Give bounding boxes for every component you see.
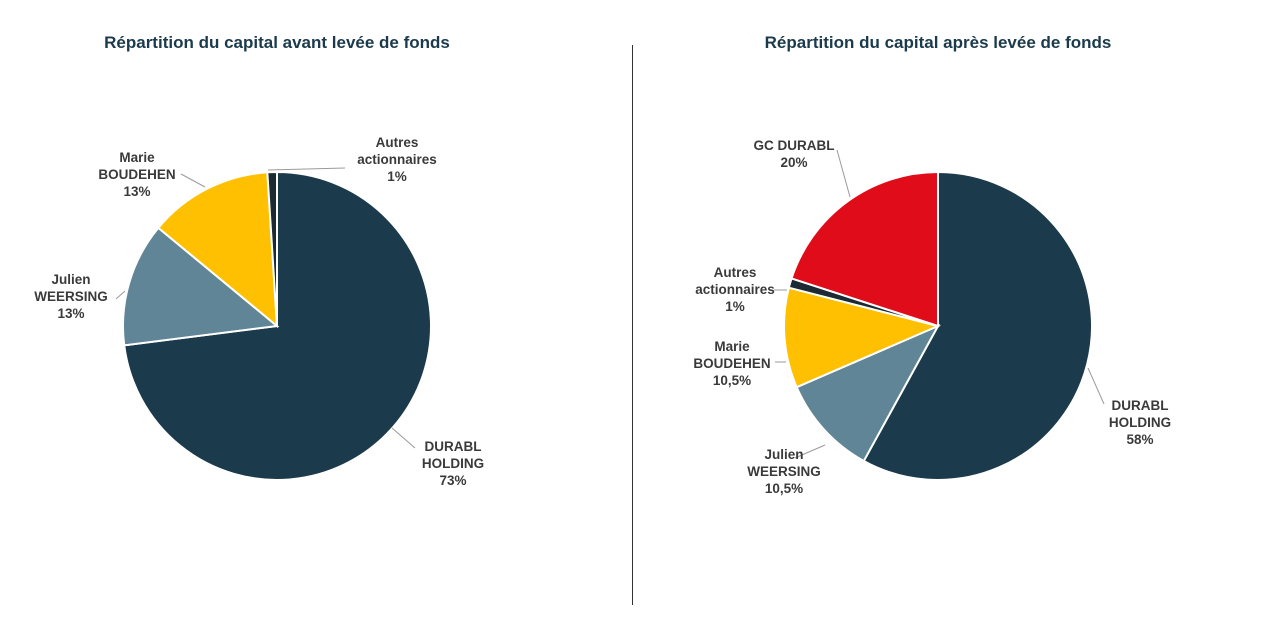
slice-label-name: BOUDEHEN: [98, 167, 176, 182]
slice-label-name: Marie: [714, 339, 750, 354]
slice-label-name: Autres: [375, 135, 419, 150]
chart-title-before: Répartition du capital avant levée de fo…: [104, 33, 450, 52]
slice-label: DURABL HOLDING 73%: [422, 438, 484, 489]
slice-label-name: Julien: [764, 447, 804, 462]
slice-label-name: GC DURABL: [753, 138, 835, 153]
slice-label-name: DURABL: [1111, 398, 1169, 413]
pie-slice-durabl-holding: [862, 170, 1093, 481]
slice-label: Autres actionnaires 1%: [695, 264, 775, 315]
slice-label-value: 1%: [725, 299, 745, 314]
pie-slice-julien-weersing: [795, 323, 941, 463]
leader-line: [391, 427, 416, 449]
pie-slice-julien-weersing: [122, 226, 280, 347]
slice-label: Julien WEERSING 13%: [34, 271, 108, 322]
slice-label: Autres actionnaires 1%: [357, 134, 437, 185]
slice-label-name: Autres: [713, 265, 757, 280]
slice-label: DURABL HOLDING 58%: [1109, 397, 1171, 448]
pie-slice-marie-boudehen: [783, 286, 942, 389]
slice-label-name: HOLDING: [1108, 415, 1172, 430]
slice-label-value: 1%: [387, 169, 407, 184]
slice-label-name: BOUDEHEN: [693, 356, 771, 371]
pie-slice-autres-actionnaires: [266, 170, 278, 327]
slice-label-name: HOLDING: [421, 456, 485, 471]
slice-label: GC DURABL 20%: [754, 137, 835, 171]
leader-line: [115, 290, 126, 300]
slice-label-name: Marie: [119, 150, 155, 165]
slice-label-name: actionnaires: [695, 282, 775, 297]
slice-label-value: 20%: [780, 155, 808, 170]
leader-line: [180, 173, 206, 188]
leader-line: [836, 149, 851, 198]
slice-label-name: WEERSING: [747, 464, 821, 479]
slice-label-value: 13%: [123, 184, 151, 199]
slice-label: Marie BOUDEHEN 13%: [98, 149, 175, 200]
chart-title-after: Répartition du capital après levée de fo…: [764, 33, 1112, 52]
slice-label: Julien WEERSING 10,5%: [747, 446, 821, 497]
slice-label-value: 13%: [57, 306, 85, 321]
pie-slice-gc-durabl: [790, 170, 939, 328]
slice-label-name: DURABL: [424, 439, 482, 454]
slice-label-value: 73%: [439, 473, 467, 488]
leader-line: [1087, 367, 1105, 405]
slice-label-name: actionnaires: [357, 152, 437, 167]
leader-line: [267, 167, 346, 171]
slice-label-value: 10,5%: [764, 481, 804, 496]
slice-label-value: 10,5%: [712, 373, 752, 388]
slice-label-value: 58%: [1126, 432, 1154, 447]
slice-label-name: WEERSING: [34, 289, 108, 304]
leader-line: [794, 444, 826, 459]
divider: [632, 45, 633, 605]
slice-label-name: Julien: [51, 272, 91, 287]
pie-slice-marie-boudehen: [156, 171, 279, 329]
slice-label: Marie BOUDEHEN 10,5%: [693, 338, 770, 389]
